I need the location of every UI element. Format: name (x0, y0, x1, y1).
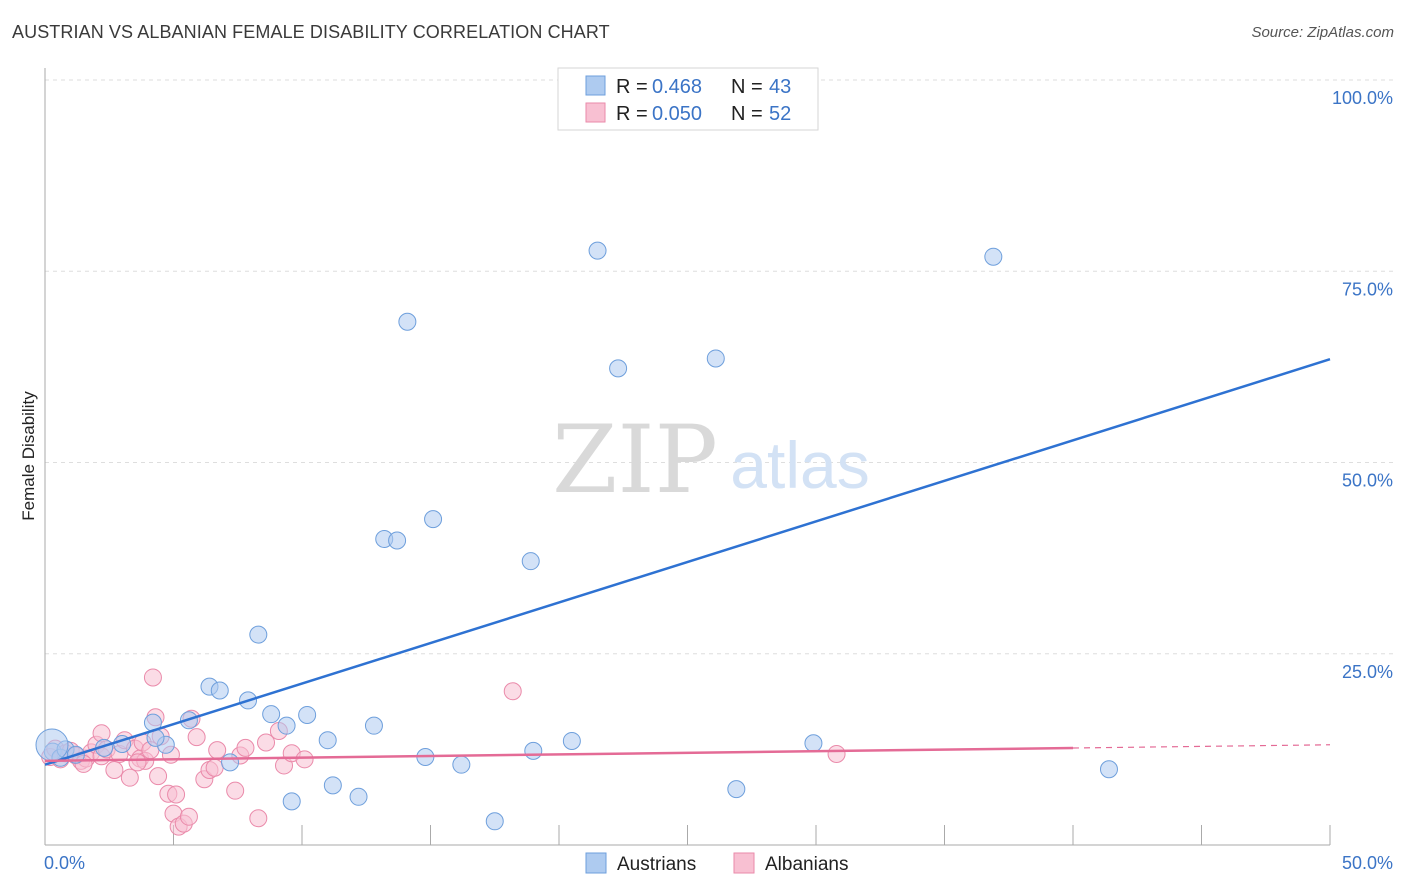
albanian-point (128, 753, 147, 772)
y-tick-label-25: 25.0% (1342, 662, 1393, 682)
austrian-point-large (35, 728, 69, 762)
austrian-point (349, 787, 368, 806)
bottom-legend-swatch-albanians (733, 852, 755, 874)
austrian-point (318, 731, 337, 750)
albanian-point (226, 781, 245, 800)
austrian-point (562, 731, 581, 750)
austrian-point (524, 741, 543, 760)
legend-n-label-austrians: N = (731, 76, 763, 98)
y-tick-labels: 25.0% 50.0% 75.0% 100.0% (1332, 88, 1393, 682)
austrian-point (262, 705, 281, 724)
albanian-point (257, 733, 276, 752)
austrian-point (282, 792, 301, 811)
austrian-point (221, 753, 240, 772)
gridlines (45, 79, 1393, 655)
albanian-point (149, 767, 168, 786)
legend-n-label-albanians: N = (731, 103, 763, 125)
albanian-point (205, 758, 224, 777)
x-axis-ticks (173, 825, 1331, 845)
albanian-point (295, 750, 314, 769)
austrian-point (323, 776, 342, 795)
albanian-point (503, 682, 522, 701)
albanian-point (827, 744, 846, 763)
austrian-point (706, 349, 725, 368)
albanian-point (167, 785, 186, 804)
trend-lines (44, 358, 1331, 766)
watermark-zip: ZIP (552, 406, 718, 515)
y-tick-label-50: 50.0% (1342, 471, 1393, 491)
austrian-point (804, 734, 823, 753)
x-tick-label-max: 50.0% (1342, 853, 1393, 873)
austrian-point (388, 531, 407, 550)
albanian-point (249, 809, 268, 828)
albanian-trend-line (44, 746, 1074, 763)
legend-r-label-albanians: R = (616, 103, 648, 125)
albanian-point (236, 738, 255, 757)
albanian-point (187, 728, 206, 747)
albanian-point (143, 668, 162, 687)
austrian-point (727, 780, 746, 799)
bottom-legend-label-austrians: Austrians (617, 854, 696, 875)
austrian-point (277, 716, 296, 735)
austrian-trend-line (44, 358, 1331, 766)
austrian-point (298, 705, 317, 724)
austrian-point (588, 241, 607, 260)
albanian-point (120, 768, 139, 787)
y-tick-label-75: 75.0% (1342, 279, 1393, 299)
austrian-point (398, 312, 417, 331)
chart-title: AUSTRIAN VS ALBANIAN FEMALE DISABILITY C… (12, 22, 610, 42)
legend-n-value-austrians: 43 (769, 76, 791, 98)
legend-r-value-austrians: 0.468 (652, 76, 702, 98)
albanian-point (208, 741, 227, 760)
bottom-legend-swatch-austrians (585, 852, 607, 874)
legend-r-label-austrians: R = (616, 76, 648, 98)
series-legend: Austrians Albanians (585, 852, 848, 875)
x-tick-label-min: 0.0% (44, 853, 85, 873)
austrian-point (485, 812, 504, 831)
y-axis-title: Female Disability (19, 391, 38, 521)
austrian-point (424, 510, 443, 529)
albanian-point (105, 761, 124, 780)
legend-n-value-albanians: 52 (769, 103, 791, 125)
austrian-point (609, 359, 628, 378)
austrian-point (210, 681, 229, 700)
austrian-point (249, 625, 268, 644)
legend-r-value-albanians: 0.050 (652, 103, 702, 125)
albanian-point (179, 807, 198, 826)
correlation-legend: R = 0.468 N = 43 R = 0.050 N = 52 (557, 67, 819, 131)
y-tick-label-100: 100.0% (1332, 88, 1393, 108)
austrian-point (1099, 760, 1118, 779)
source-label: Source: ZipAtlas.com (1251, 24, 1394, 41)
bottom-legend-label-albanians: Albanians (765, 854, 848, 875)
legend-swatch-albanians (585, 102, 606, 123)
watermark-atlas: atlas (730, 428, 869, 502)
albanian-trend-line-extension (1072, 744, 1331, 749)
austrian-point (452, 755, 471, 774)
austrian-point (364, 716, 383, 735)
austrian-point (984, 247, 1003, 266)
watermark: ZIP atlas (552, 406, 870, 515)
legend-swatch-austrians (585, 75, 606, 96)
austrian-point (521, 552, 540, 571)
